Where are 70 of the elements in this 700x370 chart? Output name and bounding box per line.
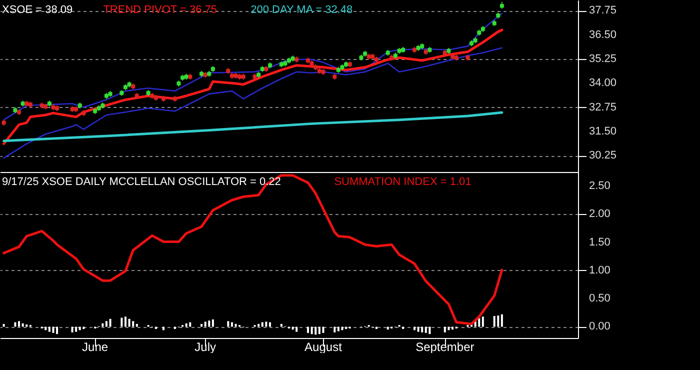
y-tick-label: 35.25 <box>589 52 617 65</box>
y-tick-label: 1.50 <box>589 236 610 248</box>
bar <box>424 326 427 333</box>
y-tick-label: 30.25 <box>589 150 617 162</box>
y-tick-label: 0.00 <box>589 320 610 333</box>
bar <box>162 326 165 330</box>
line-series <box>2 28 504 146</box>
bar <box>230 322 233 327</box>
x-tick-label: June <box>82 340 108 354</box>
bar <box>307 326 310 333</box>
bar <box>322 326 324 333</box>
y-tick-label: 1.00 <box>589 264 610 276</box>
bar <box>124 316 126 327</box>
bar <box>78 326 81 330</box>
y-tick-label: 2.00 <box>589 208 610 220</box>
text: 200 DAY MA = 32.48 <box>250 4 353 16</box>
bar <box>310 326 313 334</box>
bar <box>292 326 294 330</box>
bar <box>52 326 54 333</box>
y-tick-label: 36.50 <box>589 28 617 41</box>
series-label: SUMMATION INDEX = 1.01 <box>334 176 472 188</box>
chart-title: XSOE = 38.09 <box>2 4 73 16</box>
bar <box>204 322 206 327</box>
bar <box>18 321 20 327</box>
bar <box>14 322 16 327</box>
y-tick-label: 0.50 <box>589 292 610 305</box>
bar <box>413 326 416 330</box>
bar <box>500 314 503 327</box>
text: TREND PIVOT = 36.75 <box>103 4 218 16</box>
bar <box>421 326 424 332</box>
bar <box>337 326 340 332</box>
bar <box>452 326 454 330</box>
y-tick-label: 34.00 <box>589 77 617 90</box>
bar <box>189 322 192 327</box>
bar <box>318 326 320 334</box>
line-series <box>2 111 504 142</box>
bar <box>482 316 484 327</box>
bar <box>48 326 50 332</box>
bar <box>120 318 123 327</box>
bar <box>71 326 74 332</box>
bar <box>493 316 496 327</box>
bar <box>417 326 420 332</box>
bar <box>478 318 480 327</box>
bar <box>386 326 389 330</box>
bar <box>132 321 134 327</box>
bar <box>497 315 500 327</box>
bar <box>444 326 446 332</box>
bar <box>268 322 271 327</box>
bar <box>208 320 210 327</box>
bar <box>428 326 431 334</box>
y-tick-label: 32.75 <box>589 101 617 114</box>
bar <box>227 321 230 327</box>
bar <box>44 326 47 330</box>
bar <box>212 319 214 327</box>
bar <box>109 318 112 327</box>
y-tick-label: 37.75 <box>589 4 617 17</box>
line-series <box>2 174 504 326</box>
bar <box>128 318 130 327</box>
y-tick-label: 31.50 <box>589 125 617 138</box>
bar <box>448 326 450 330</box>
bar <box>341 326 344 330</box>
bar <box>75 326 78 332</box>
bar <box>265 322 268 327</box>
bar <box>314 326 317 335</box>
bar <box>334 326 336 332</box>
y-tick-label: 2.50 <box>589 180 610 192</box>
bar <box>261 322 264 327</box>
bar <box>105 321 108 327</box>
bar <box>56 326 58 334</box>
bar <box>296 326 298 332</box>
